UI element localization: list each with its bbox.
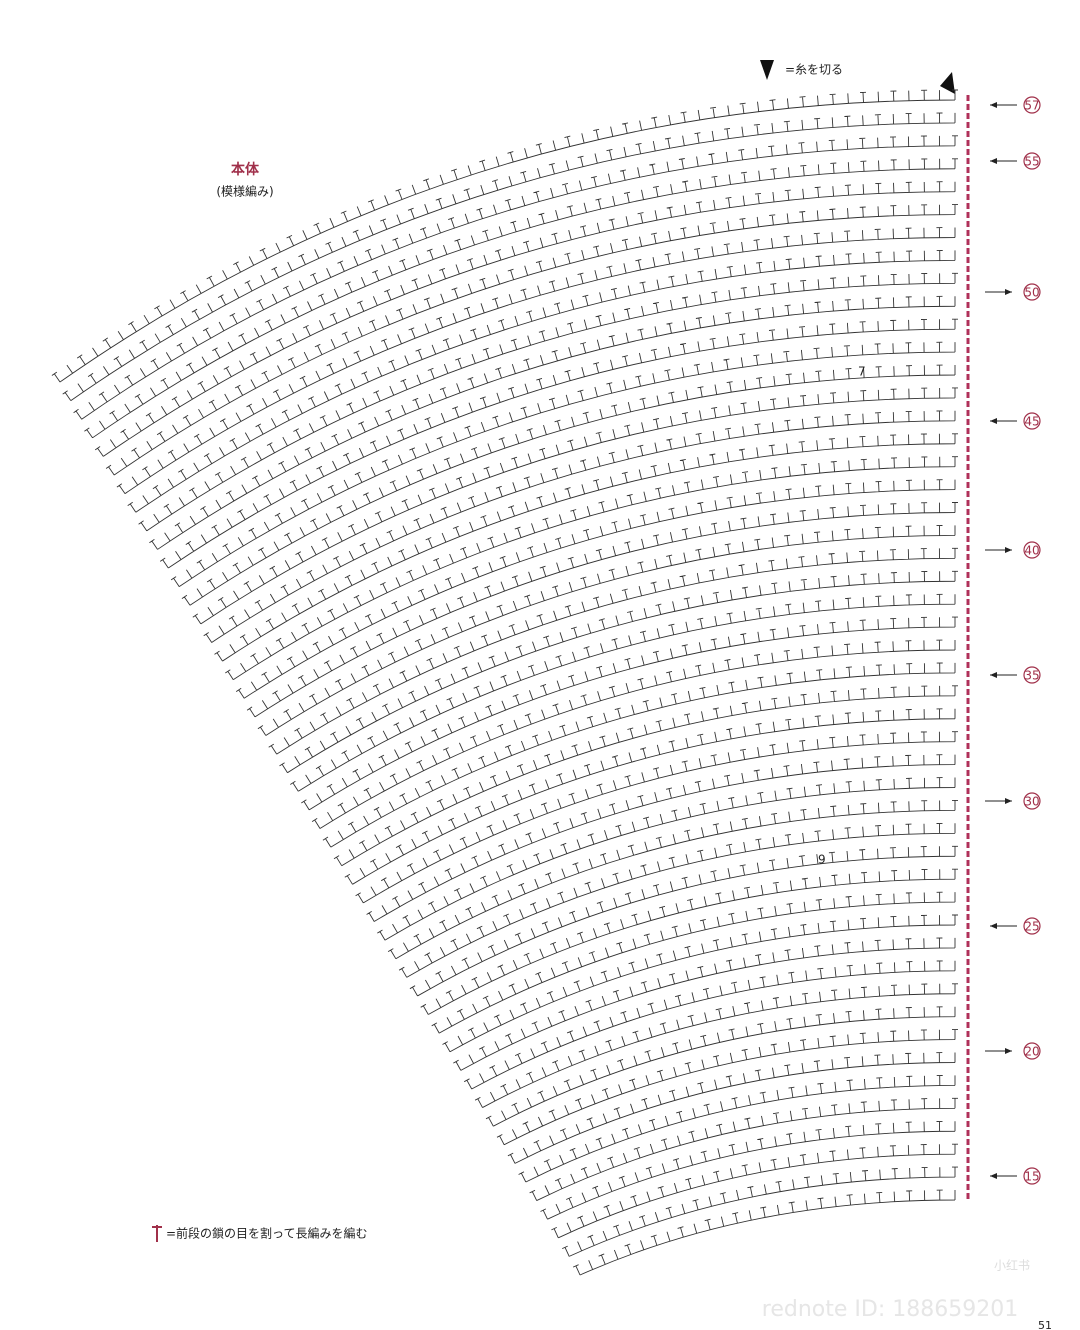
row-label: 15: [1024, 1170, 1039, 1184]
row-label: 57: [1024, 99, 1039, 113]
stitch-row: [127, 250, 956, 513]
stitch-row: [138, 272, 958, 532]
watermark-brand: 小红书: [994, 1258, 1030, 1273]
stitch-row: [496, 1029, 958, 1146]
stitch-row: [51, 89, 958, 383]
row-circle: [1023, 1167, 1041, 1185]
row-circle: [1023, 283, 1041, 301]
stitch-row: [453, 937, 956, 1071]
note: 7: [858, 365, 866, 379]
stitch-row: [377, 777, 956, 941]
stitch-row: [62, 112, 956, 401]
stitch-row: [540, 1120, 956, 1220]
stitch-rows: [51, 89, 958, 1276]
cut-symbol: [940, 72, 955, 94]
row-label: 55: [1024, 155, 1039, 169]
stitch-row: [203, 410, 956, 643]
row-label: 50: [1024, 286, 1039, 300]
stitch-row: [149, 295, 956, 550]
stitch-row: [105, 204, 958, 476]
legend-cut: =糸を切る: [785, 63, 843, 77]
stitch-row: [268, 547, 958, 755]
watermark-id: rednote ID: 188659201: [762, 1297, 1018, 1322]
stitch-row: [398, 822, 956, 978]
stitch-row: [409, 845, 958, 997]
stitch-row: [84, 158, 958, 439]
row-circle: [1023, 792, 1041, 810]
stitch-row: [551, 1143, 958, 1239]
row-label: 45: [1024, 415, 1039, 429]
row-circle: [1023, 96, 1041, 114]
stitch-row: [366, 754, 956, 922]
stitch-row: [257, 525, 956, 736]
stitch-row: [322, 662, 956, 848]
row-labels: 57 55 50 45 40 35 30 25 20 15: [985, 96, 1041, 1185]
stitch-row: [246, 502, 958, 718]
row-label: 20: [1024, 1045, 1039, 1059]
stitch-row: [420, 868, 958, 1015]
page-number: 51: [1038, 1319, 1052, 1330]
note: 9: [818, 853, 826, 867]
stitch-row: [225, 456, 958, 681]
subtitle: (模様編み): [216, 184, 273, 199]
stitch-row: [181, 364, 956, 606]
row-circle: [1023, 541, 1041, 559]
legend-split: =前段の鎖の目を割って長編みを編む: [166, 1226, 367, 1241]
row-label: 30: [1024, 795, 1039, 809]
title: 本体: [231, 161, 260, 178]
stitch-row: [73, 135, 958, 420]
stitch-row: [159, 318, 958, 569]
stitch-row: [562, 1166, 958, 1257]
stitch-row: [463, 960, 956, 1090]
row-circle: [1023, 666, 1041, 684]
cut-symbol: [760, 60, 774, 80]
stitch-row: [290, 593, 956, 792]
stitch-row: [442, 914, 958, 1053]
stitch-row: [333, 685, 958, 867]
stitch-row: [170, 341, 956, 588]
stitch-row: [311, 639, 956, 829]
row-circle: [1023, 1042, 1041, 1060]
row-circle: [1023, 917, 1041, 935]
stitch-row: [235, 479, 956, 699]
stitch-row: [116, 227, 956, 494]
row-circle: [1023, 152, 1041, 170]
stitch-row: [387, 799, 958, 960]
stitch-row: [301, 616, 958, 811]
stitch-row: [279, 570, 958, 774]
stitch-row: [518, 1075, 956, 1183]
stitch-row: [344, 708, 956, 885]
stitch-row: [192, 387, 958, 625]
row-label: 25: [1024, 920, 1039, 934]
stitch-row: [485, 1006, 956, 1127]
stitch-row: [529, 1097, 958, 1201]
stitch-row: [572, 1189, 956, 1276]
stitch-symbol: [152, 1225, 162, 1242]
stitch-row: [214, 433, 958, 662]
stitch-row: [355, 731, 958, 904]
row-label: 40: [1024, 544, 1039, 558]
stitch-row: [431, 891, 956, 1034]
row-label: 35: [1024, 669, 1039, 683]
row-circle: [1023, 412, 1041, 430]
stitch-row: [474, 983, 958, 1108]
stitch-row: [94, 181, 956, 457]
stitch-row: [507, 1052, 956, 1164]
